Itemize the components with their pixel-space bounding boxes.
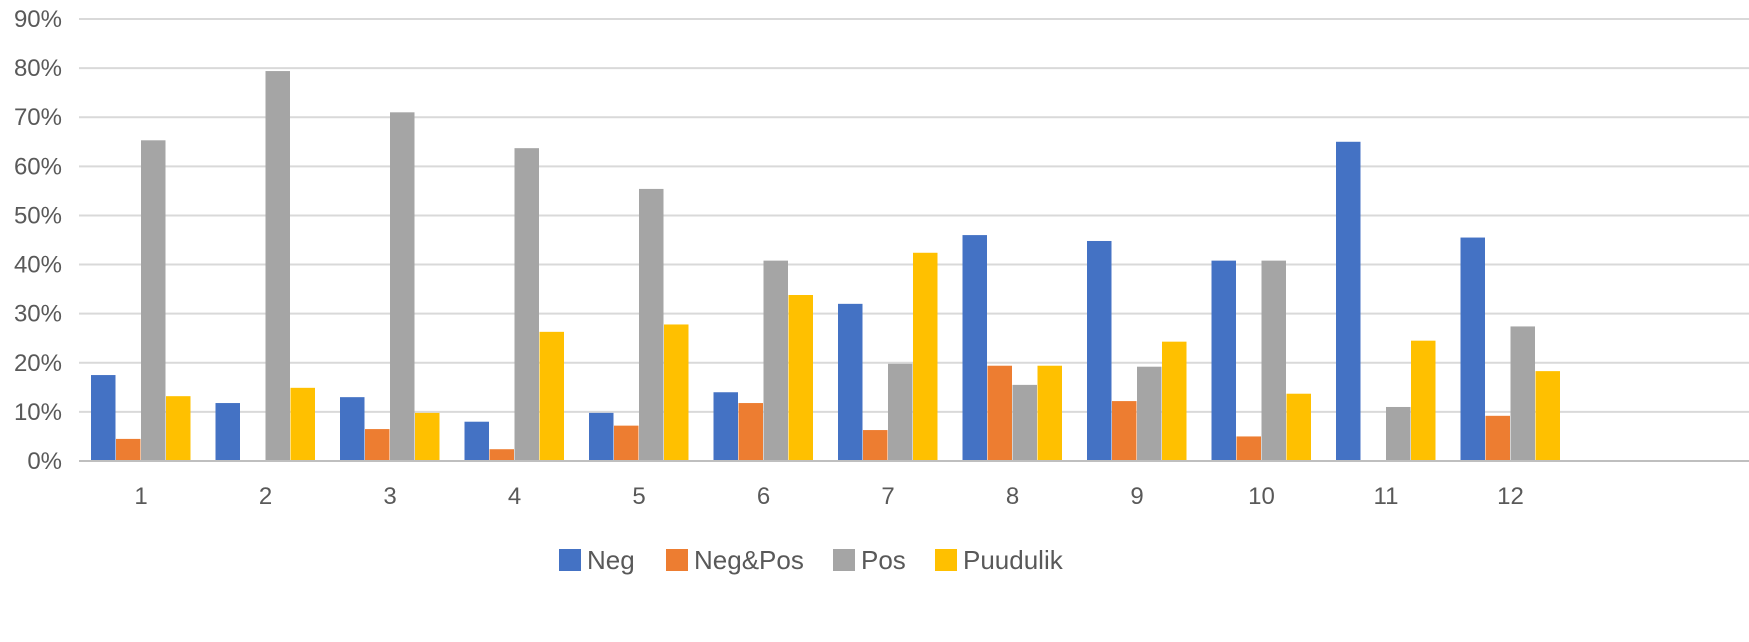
bar-puudulik-8 (1037, 365, 1062, 461)
legend-swatch-puudulik (935, 549, 957, 571)
bar-pos-11 (1386, 406, 1411, 461)
x-axis-tick-labels: 1 2 3 4 5 6 7 8 9 10 11 12 (134, 483, 1524, 510)
bar-neg-6 (713, 392, 738, 461)
y-tick-label: 0% (27, 448, 62, 475)
y-tick-label: 50% (14, 202, 62, 229)
bar-pos-5 (639, 188, 664, 461)
bar-pos-9 (1137, 366, 1162, 461)
bar-neg-2 (215, 403, 240, 461)
bar-neg-pos-5 (614, 425, 639, 461)
bar-neg-9 (1087, 240, 1112, 461)
bar-neg-pos-3 (365, 429, 390, 461)
bar-neg-pos-8 (987, 365, 1012, 461)
bar-pos-12 (1510, 326, 1535, 461)
bar-puudulik-4 (539, 331, 564, 461)
bar-neg-10 (1211, 260, 1236, 461)
bar-puudulik-2 (290, 387, 315, 461)
y-tick-label: 20% (14, 350, 62, 377)
bar-neg-pos-4 (489, 449, 514, 461)
y-tick-label: 40% (14, 252, 62, 279)
bar-puudulik-3 (415, 412, 440, 461)
y-tick-label: 70% (14, 104, 62, 131)
bar-puudulik-5 (664, 324, 689, 461)
legend-label: Pos (861, 545, 906, 575)
x-tick-label: 10 (1248, 483, 1275, 510)
legend-label: Puudulik (963, 545, 1064, 575)
bar-neg-pos-12 (1485, 415, 1510, 461)
legend-label: Neg&Pos (694, 545, 804, 575)
x-tick-label: 6 (757, 483, 770, 510)
x-tick-label: 4 (508, 483, 521, 510)
bar-pos-8 (1012, 384, 1037, 461)
bar-pos-10 (1261, 260, 1286, 461)
x-tick-label: 3 (383, 483, 396, 510)
bar-neg-12 (1460, 237, 1485, 461)
bar-puudulik-6 (788, 295, 813, 461)
bar-puudulik-7 (913, 252, 938, 461)
y-tick-label: 30% (14, 301, 62, 328)
x-tick-label: 5 (632, 483, 645, 510)
bar-neg-pos-6 (738, 403, 763, 461)
x-tick-label: 7 (881, 483, 894, 510)
bar-neg-5 (589, 412, 614, 461)
bar-neg-pos-10 (1236, 436, 1261, 461)
x-tick-label: 12 (1497, 483, 1524, 510)
legend-swatch-neg-pos (666, 549, 688, 571)
bar-neg-pos-9 (1112, 401, 1137, 461)
y-tick-label: 10% (14, 399, 62, 426)
legend-swatch-neg (559, 549, 581, 571)
gridlines (79, 18, 1749, 413)
bar-pos-1 (141, 140, 166, 461)
bar-pos-7 (888, 363, 913, 461)
bar-puudulik-10 (1286, 393, 1311, 461)
bar-neg-pos-7 (863, 430, 888, 461)
x-tick-label: 9 (1130, 483, 1143, 510)
bar-pos-4 (514, 148, 539, 461)
bar-puudulik-1 (166, 396, 191, 461)
bar-puudulik-12 (1535, 371, 1560, 461)
bar-neg-pos-1 (116, 438, 141, 461)
bar-pos-6 (763, 260, 788, 461)
x-tick-label: 11 (1374, 483, 1399, 510)
bar-puudulik-11 (1411, 340, 1436, 461)
legend-label: Neg (587, 545, 635, 575)
y-tick-label: 90% (14, 6, 62, 33)
bar-neg-1 (91, 375, 116, 461)
legend: Neg Neg&Pos Pos Puudulik (559, 545, 1064, 575)
y-tick-label: 80% (14, 55, 62, 82)
x-tick-label: 1 (134, 483, 147, 510)
bar-neg-11 (1336, 141, 1361, 461)
y-tick-label: 60% (14, 153, 62, 180)
bar-neg-4 (464, 421, 489, 461)
bar-neg-7 (838, 303, 863, 461)
x-tick-label: 2 (259, 483, 272, 510)
bar-neg-8 (962, 235, 987, 461)
bars (91, 71, 1560, 462)
bar-puudulik-9 (1162, 341, 1187, 461)
x-tick-label: 8 (1006, 483, 1019, 510)
bar-neg-3 (340, 397, 365, 461)
y-axis-tick-labels: 0% 10% 20% 30% 40% 50% 60% 70% 80% 90% (14, 6, 62, 475)
bar-pos-2 (265, 71, 290, 462)
bar-pos-3 (390, 112, 415, 462)
legend-swatch-pos (833, 549, 855, 571)
